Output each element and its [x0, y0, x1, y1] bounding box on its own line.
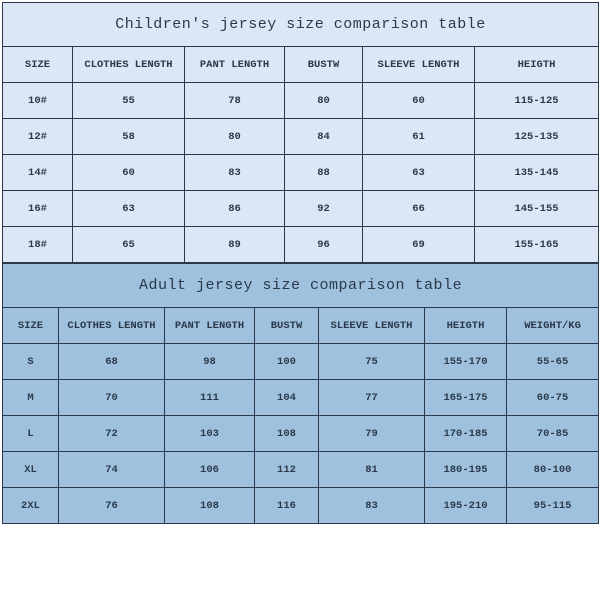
adult-header-row: SIZECLOTHES LENGTHPANT LENGTHBUSTWSLEEVE… — [3, 308, 599, 344]
children-cell: 69 — [363, 227, 475, 263]
children-cell: 14# — [3, 155, 73, 191]
children-cell: 60 — [363, 83, 475, 119]
children-cell: 18# — [3, 227, 73, 263]
children-col-4: SLEEVE LENGTH — [363, 47, 475, 83]
adult-cell: 98 — [165, 344, 255, 380]
adult-cell: 55-65 — [507, 344, 599, 380]
children-cell: 16# — [3, 191, 73, 227]
children-col-1: CLOTHES LENGTH — [73, 47, 185, 83]
adult-cell: 108 — [255, 416, 319, 452]
adult-cell: 70-85 — [507, 416, 599, 452]
adult-col-4: SLEEVE LENGTH — [319, 308, 425, 344]
children-cell: 92 — [285, 191, 363, 227]
adult-cell: 155-170 — [425, 344, 507, 380]
children-cell: 61 — [363, 119, 475, 155]
adult-col-2: PANT LENGTH — [165, 308, 255, 344]
children-cell: 84 — [285, 119, 363, 155]
adult-row: L7210310879170-18570-85 — [3, 416, 599, 452]
adult-row: S689810075155-17055-65 — [3, 344, 599, 380]
children-cell: 86 — [185, 191, 285, 227]
adult-cell: L — [3, 416, 59, 452]
adult-size-table: Adult jersey size comparison table SIZEC… — [2, 263, 599, 524]
children-cell: 135-145 — [475, 155, 599, 191]
adult-cell: 79 — [319, 416, 425, 452]
adult-cell: 81 — [319, 452, 425, 488]
adult-cell: 95-115 — [507, 488, 599, 524]
adult-col-5: HEIGTH — [425, 308, 507, 344]
adult-cell: 103 — [165, 416, 255, 452]
adult-cell: 60-75 — [507, 380, 599, 416]
adult-cell: 165-175 — [425, 380, 507, 416]
adult-title: Adult jersey size comparison table — [3, 264, 599, 308]
children-cell: 63 — [73, 191, 185, 227]
children-cell: 55 — [73, 83, 185, 119]
adult-cell: 170-185 — [425, 416, 507, 452]
children-cell: 10# — [3, 83, 73, 119]
children-size-table: Children's jersey size comparison table … — [2, 2, 599, 263]
adult-cell: 100 — [255, 344, 319, 380]
children-col-3: BUSTW — [285, 47, 363, 83]
adult-cell: 108 — [165, 488, 255, 524]
children-row: 16#63869266145-155 — [3, 191, 599, 227]
adult-cell: 106 — [165, 452, 255, 488]
adult-row: M7011110477165-17560-75 — [3, 380, 599, 416]
adult-cell: 2XL — [3, 488, 59, 524]
children-cell: 80 — [285, 83, 363, 119]
children-cell: 63 — [363, 155, 475, 191]
children-cell: 115-125 — [475, 83, 599, 119]
adult-col-0: SIZE — [3, 308, 59, 344]
adult-cell: 77 — [319, 380, 425, 416]
children-cell: 58 — [73, 119, 185, 155]
children-col-5: HEIGTH — [475, 47, 599, 83]
children-cell: 78 — [185, 83, 285, 119]
children-cell: 60 — [73, 155, 185, 191]
children-cell: 88 — [285, 155, 363, 191]
children-cell: 89 — [185, 227, 285, 263]
children-col-2: PANT LENGTH — [185, 47, 285, 83]
children-row: 18#65899669155-165 — [3, 227, 599, 263]
adult-cell: S — [3, 344, 59, 380]
children-title-row: Children's jersey size comparison table — [3, 3, 599, 47]
adult-cell: 76 — [59, 488, 165, 524]
size-comparison-tables: Children's jersey size comparison table … — [2, 2, 598, 524]
adult-col-3: BUSTW — [255, 308, 319, 344]
children-cell: 83 — [185, 155, 285, 191]
adult-row: XL7410611281180-19580-100 — [3, 452, 599, 488]
children-cell: 80 — [185, 119, 285, 155]
children-cell: 96 — [285, 227, 363, 263]
adult-cell: 111 — [165, 380, 255, 416]
adult-cell: XL — [3, 452, 59, 488]
adult-cell: 112 — [255, 452, 319, 488]
adult-cell: 75 — [319, 344, 425, 380]
adult-title-row: Adult jersey size comparison table — [3, 264, 599, 308]
children-header-row: SIZECLOTHES LENGTHPANT LENGTHBUSTWSLEEVE… — [3, 47, 599, 83]
children-row: 14#60838863135-145 — [3, 155, 599, 191]
children-cell: 65 — [73, 227, 185, 263]
adult-cell: 80-100 — [507, 452, 599, 488]
adult-cell: 104 — [255, 380, 319, 416]
children-row: 10#55788060115-125 — [3, 83, 599, 119]
adult-cell: 195-210 — [425, 488, 507, 524]
adult-cell: M — [3, 380, 59, 416]
adult-col-6: WEIGHT/KG — [507, 308, 599, 344]
adult-cell: 180-195 — [425, 452, 507, 488]
children-row: 12#58808461125-135 — [3, 119, 599, 155]
adult-cell: 83 — [319, 488, 425, 524]
children-cell: 12# — [3, 119, 73, 155]
adult-row: 2XL7610811683195-21095-115 — [3, 488, 599, 524]
adult-cell: 70 — [59, 380, 165, 416]
adult-cell: 68 — [59, 344, 165, 380]
children-cell: 155-165 — [475, 227, 599, 263]
adult-col-1: CLOTHES LENGTH — [59, 308, 165, 344]
children-title: Children's jersey size comparison table — [3, 3, 599, 47]
adult-cell: 72 — [59, 416, 165, 452]
children-cell: 125-135 — [475, 119, 599, 155]
adult-cell: 74 — [59, 452, 165, 488]
adult-cell: 116 — [255, 488, 319, 524]
children-col-0: SIZE — [3, 47, 73, 83]
children-cell: 66 — [363, 191, 475, 227]
children-cell: 145-155 — [475, 191, 599, 227]
